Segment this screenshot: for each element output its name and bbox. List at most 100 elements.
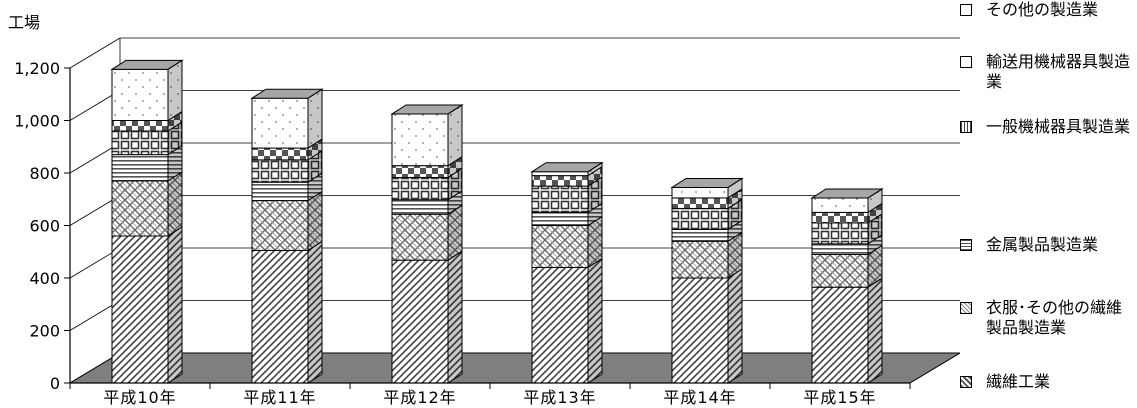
bar-side-shade <box>588 177 602 213</box>
legend-swatch <box>960 121 972 133</box>
bar-side-shade <box>168 122 182 155</box>
legend-label: 一般機械器具製造業 <box>986 117 1131 136</box>
bar-segment <box>111 154 169 182</box>
bar-segment <box>251 249 309 384</box>
legend-swatch <box>960 4 972 16</box>
x-tick-label: 平成10年 <box>103 388 176 407</box>
legend-item: 一般機械器具製造業 <box>960 117 1136 137</box>
bar-side-shade <box>868 234 882 255</box>
bar-side-shade <box>308 150 322 183</box>
bar-segment <box>811 253 869 288</box>
bar-side-shade <box>728 199 742 230</box>
bar-stack <box>670 177 744 384</box>
bar-side-shade <box>168 60 182 121</box>
bar-stack <box>110 59 184 384</box>
bar-stack <box>390 104 464 384</box>
bar-top <box>390 104 464 115</box>
x-tick-label: 平成12年 <box>383 388 456 407</box>
bar-side-shade <box>728 220 742 242</box>
bar-segment <box>111 130 169 156</box>
bar-side-shade <box>728 178 742 198</box>
legend-label: 金属製品製造業 <box>986 235 1099 254</box>
bar-side-shade <box>168 171 182 236</box>
bar-segment <box>251 159 309 183</box>
bar-segment <box>531 225 589 268</box>
bar-segment <box>251 200 309 251</box>
bar-side-shade <box>728 269 742 383</box>
bar-segment <box>671 197 729 209</box>
bar-side-shade <box>308 89 322 149</box>
bar-top <box>110 59 184 70</box>
legend-item: 金属製品製造業 <box>960 235 1136 255</box>
bar-segment <box>251 147 309 161</box>
bar-side-shade <box>448 190 462 215</box>
bar-side-shade <box>308 191 322 251</box>
legend-swatch <box>960 239 972 251</box>
bar-side-shade <box>728 188 742 209</box>
bar-segment <box>531 185 589 213</box>
bar-segment <box>671 277 729 384</box>
bar-segment <box>111 68 169 121</box>
bar-side-shade <box>168 145 182 181</box>
bar-top <box>250 88 324 99</box>
bar-top <box>530 162 604 173</box>
legend-item: 輸送用機械器具製造業 <box>960 52 1136 92</box>
bar-segment <box>531 175 589 187</box>
y-tick-label: 200 <box>29 322 60 341</box>
bar-segment <box>811 222 869 245</box>
x-tick-label: 平成11年 <box>243 388 316 407</box>
bar-segment <box>811 286 869 384</box>
bar-segment <box>111 235 169 384</box>
bar-segment <box>531 211 589 226</box>
bar-side-shade <box>168 111 182 131</box>
bar-side-shade <box>868 203 882 223</box>
bar-side-shade <box>868 188 882 213</box>
y-tick-label: 1,000 <box>14 112 60 131</box>
bar-side-shade <box>448 251 462 383</box>
legend-label: 繊維工業 <box>986 372 1051 391</box>
legend-item: その他の製造業 <box>960 0 1136 20</box>
grid-connector <box>69 37 121 69</box>
y-tick-label: 600 <box>29 217 60 236</box>
x-tick-label: 平成15年 <box>803 388 876 407</box>
legend-label: 衣服･その他の繊維製品製造業 <box>986 298 1123 337</box>
bar-side-shade <box>308 241 322 383</box>
bar-top <box>670 177 744 188</box>
bar-side-shade <box>588 166 602 187</box>
legend-swatch <box>960 56 972 68</box>
y-tick-label: 800 <box>29 164 60 183</box>
bar-segment <box>391 165 449 178</box>
bar-segment <box>391 199 449 215</box>
bar-segment <box>811 243 869 255</box>
legend-item: 衣服･その他の繊維製品製造業 <box>960 298 1136 338</box>
bar-segment <box>391 259 449 384</box>
bar-segment <box>251 181 309 202</box>
bar-segment <box>391 176 449 201</box>
bar-segment <box>531 267 589 384</box>
bar-top <box>810 188 884 199</box>
bar-segment <box>531 171 589 177</box>
bar-stack <box>250 88 324 384</box>
bar-segment <box>251 97 309 149</box>
y-axis-label: 工場 <box>8 13 40 32</box>
bar-side-shade <box>868 245 882 288</box>
bar-segment <box>111 180 169 237</box>
y-tick-label: 400 <box>29 269 60 288</box>
bar-segment <box>671 186 729 199</box>
bar-segment <box>811 197 869 213</box>
legend-label: 輸送用機械器具製造業 <box>986 52 1131 91</box>
x-tick-label: 平成14年 <box>663 388 736 407</box>
bar-segment <box>671 228 729 242</box>
bar-side-shade <box>868 278 882 383</box>
x-tick-label: 平成13年 <box>523 388 596 407</box>
bar-segment <box>811 211 869 224</box>
bar-side-shade <box>588 162 602 176</box>
y-tick-label: 1,200 <box>14 59 60 78</box>
y-tick-label: 0 <box>50 374 60 393</box>
bar-side-shade <box>168 227 182 383</box>
bar-side-shade <box>588 203 602 226</box>
bar-segment <box>391 213 449 261</box>
legend-swatch <box>960 302 972 314</box>
